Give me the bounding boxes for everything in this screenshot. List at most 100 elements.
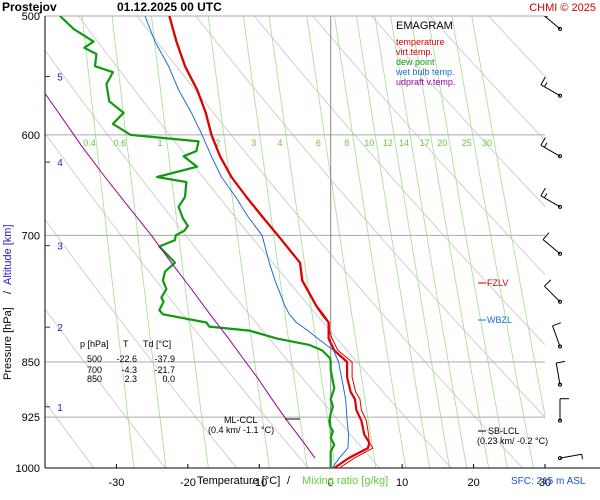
mixing-ratio-line bbox=[151, 16, 209, 468]
dry-adiabat-line bbox=[45, 218, 238, 468]
x-axis-title-sep: / bbox=[287, 475, 291, 487]
altitude-tick-label: 4 bbox=[57, 158, 63, 169]
table-header-temperature: T bbox=[123, 339, 129, 349]
sb-lcl-label: SB-LCL bbox=[488, 426, 520, 436]
mixing-ratio-line bbox=[471, 16, 545, 418]
dry-adiabat-line bbox=[371, 16, 545, 208]
mixing-ratio-label: 0.4 bbox=[83, 138, 96, 148]
mixing-ratio-label: 0.6 bbox=[114, 138, 127, 148]
altitude-tick-label: 3 bbox=[57, 242, 63, 253]
mixing-ratio-line bbox=[451, 16, 534, 468]
wind-barb-staff bbox=[544, 285, 561, 303]
legend-item-updraft: udpraft v.temp. bbox=[396, 77, 455, 87]
mixing-ratio-label: 8 bbox=[344, 138, 349, 148]
wind-barb bbox=[558, 453, 583, 461]
wind-barb-staff bbox=[540, 84, 561, 97]
wind-barb-staff bbox=[543, 16, 561, 30]
wind-barb-staff bbox=[555, 362, 561, 385]
table-header-dewpoint: Td [°C] bbox=[143, 339, 171, 349]
mixing-ratio-line bbox=[81, 16, 135, 468]
wind-barb bbox=[540, 76, 562, 98]
station-name: Prostejov bbox=[2, 0, 57, 14]
wbzl-marker: WBZL bbox=[478, 315, 512, 325]
legend-item-wet-bulb: wet bulb temp. bbox=[395, 67, 455, 77]
wind-barb-feather bbox=[540, 76, 546, 85]
y-axis-title-pressure: Pressure [hPa] bbox=[2, 307, 14, 380]
pressure-tick-label: 600 bbox=[22, 130, 40, 142]
dry-adiabat-line bbox=[429, 16, 545, 142]
wind-barb-station bbox=[558, 93, 562, 98]
mixing-ratio-label: 6 bbox=[316, 138, 321, 148]
mixing-ratio-label: 1 bbox=[157, 138, 162, 148]
table-cell-p-500: 500 bbox=[87, 354, 102, 364]
mixing-ratio-line bbox=[356, 16, 431, 468]
mixing-ratio-label: 20 bbox=[437, 138, 447, 148]
wind-barb bbox=[540, 137, 562, 159]
legend-title: EMAGRAM bbox=[396, 20, 453, 32]
mixing-ratio-line bbox=[390, 16, 468, 468]
wind-barb-station bbox=[558, 251, 562, 256]
wind-barb-feather bbox=[542, 232, 550, 240]
series-dew-point bbox=[59, 16, 336, 468]
mixing-ratio-line bbox=[268, 16, 336, 468]
table-cell-t-500: -22.6 bbox=[116, 354, 137, 364]
wind-barb-feather bbox=[544, 279, 552, 287]
wind-barb-feather bbox=[543, 193, 548, 199]
mixing-ratio-label: 2 bbox=[215, 138, 220, 148]
wind-barb bbox=[540, 187, 562, 209]
dry-adiabat-line bbox=[45, 132, 309, 468]
mixing-ratio-label: 17 bbox=[420, 138, 430, 148]
temperature-tick-label: -20 bbox=[180, 477, 196, 489]
ml-ccl-annotation: ML-CCL (0.4 km/ -1.1 °C) bbox=[208, 415, 300, 435]
values-table: p [hPa] T Td [°C] 500 -22.6 -37.9 700 -4… bbox=[80, 339, 175, 384]
sounding-series bbox=[45, 16, 374, 468]
dry-adiabat-line bbox=[312, 16, 545, 276]
series-udpraft-v-temp bbox=[45, 92, 316, 459]
mixing-ratio-line bbox=[111, 16, 167, 468]
y-axis-title-sep: / bbox=[2, 290, 14, 294]
ml-ccl-value: (0.4 km/ -1.1 °C) bbox=[208, 425, 274, 435]
wind-barb-station bbox=[558, 26, 562, 31]
sb-lcl-annotation: SB-LCL (0.23 km/ -0.2 °C) bbox=[477, 426, 548, 446]
temperature-tick-label: 0 bbox=[328, 477, 334, 489]
mixing-ratio-labels: 0.4 0.6 1 2 3 4 6 8 10 12 14 17 20 25 30 bbox=[83, 138, 492, 148]
table-cell-p-850: 850 bbox=[87, 374, 102, 384]
wind-barb-feather bbox=[552, 322, 562, 327]
fzlv-label: FZLV bbox=[487, 278, 508, 288]
mixing-ratio-line bbox=[374, 16, 450, 468]
wind-barb-feather bbox=[581, 454, 583, 460]
wind-barb bbox=[542, 232, 562, 256]
dry-adiabat-line bbox=[78, 16, 452, 468]
temperature-tick-label: 10 bbox=[396, 477, 408, 489]
wind-barb bbox=[544, 279, 562, 304]
wind-barb bbox=[552, 322, 562, 349]
legend-item-virt-temp: virt.temp. bbox=[396, 47, 433, 57]
wind-barb-staff bbox=[559, 453, 582, 459]
dry-adiabat-line bbox=[195, 16, 545, 418]
temperature-tick-labels: -30 -20 -10 0 10 20 30 bbox=[108, 464, 551, 489]
wind-barb-staff bbox=[552, 325, 561, 347]
pressure-tick-label: 925 bbox=[22, 412, 40, 424]
temperature-tick-label: 30 bbox=[539, 477, 551, 489]
x-axis-title-mixing: Mixing ratio [g/kg] bbox=[302, 475, 388, 487]
dry-adiabat-line bbox=[253, 16, 545, 346]
wind-barb-feather bbox=[540, 187, 546, 197]
table-cell-t-850: 2.3 bbox=[124, 374, 137, 384]
wind-barb-station bbox=[558, 344, 562, 349]
surface-note: SFC: 215 m ASL bbox=[511, 476, 586, 487]
dry-adiabats bbox=[45, 16, 545, 468]
wind-barb-station bbox=[558, 154, 562, 159]
table-cell-td-700: -21.7 bbox=[154, 365, 175, 375]
mixing-ratio-line bbox=[410, 16, 489, 468]
mixing-ratio-label: 30 bbox=[482, 138, 492, 148]
wind-barb-feather bbox=[545, 16, 548, 18]
y-axis-title-altitude: Altitude [km] bbox=[2, 224, 14, 285]
legend-item-dew-point: dew point bbox=[396, 57, 435, 67]
wind-barb-staff bbox=[540, 195, 561, 208]
altitude-tick-labels: 1 2 3 4 5 bbox=[45, 73, 63, 414]
wind-barb-station bbox=[558, 204, 562, 209]
wind-barb bbox=[543, 16, 562, 31]
temperature-tick-label: 20 bbox=[467, 477, 479, 489]
mixing-ratio-lines bbox=[81, 16, 545, 468]
